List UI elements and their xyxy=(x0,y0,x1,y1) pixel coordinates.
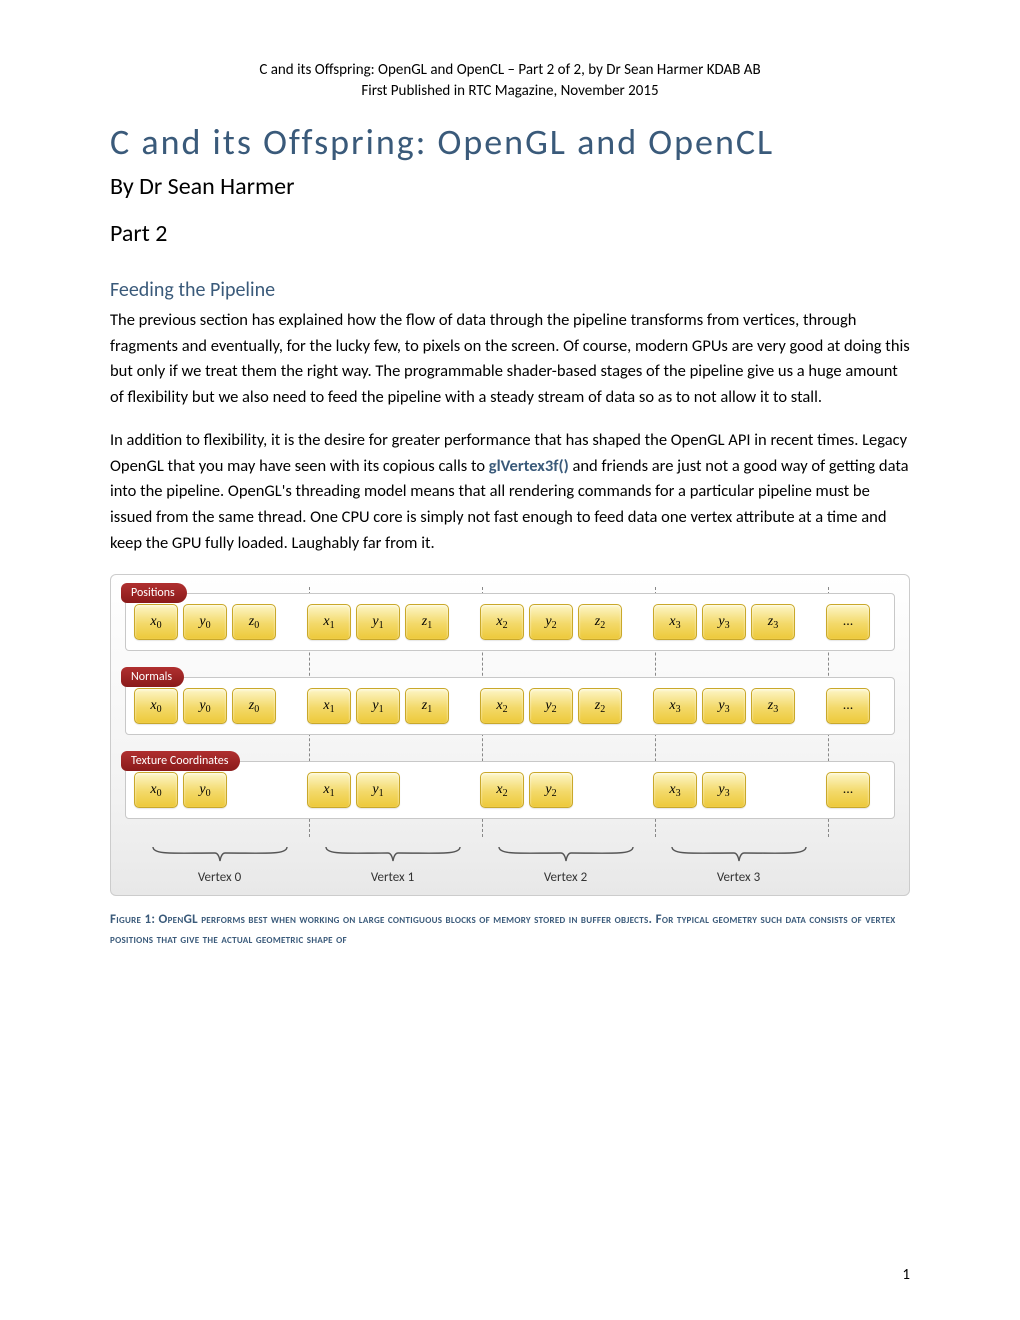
data-cell: x0 xyxy=(134,772,178,808)
data-cell: y3 xyxy=(702,772,746,808)
data-cell: x2 xyxy=(480,604,524,640)
data-cell: x3 xyxy=(653,604,697,640)
data-cell: x1 xyxy=(307,604,351,640)
buffer-label: Texture Coordinates xyxy=(121,751,240,771)
buffer-block: Positionsx0y0z0x1y1z1x2y2z2x3y3z3... xyxy=(125,593,895,651)
cell-group: x3y3 xyxy=(653,772,821,808)
data-cell: x1 xyxy=(307,688,351,724)
header-line-1: C and its Offspring: OpenGL and OpenCL –… xyxy=(110,60,910,81)
ellipsis-cell: ... xyxy=(826,604,870,640)
data-cell: y3 xyxy=(702,688,746,724)
data-cell: y0 xyxy=(183,604,227,640)
cell-group: x0y0z0 xyxy=(134,604,302,640)
data-cell: x3 xyxy=(653,772,697,808)
data-cell: y3 xyxy=(702,604,746,640)
buffer-label: Positions xyxy=(121,583,187,603)
brace-group: Vertex 2 xyxy=(479,845,652,885)
vertex-label: Vertex 1 xyxy=(306,870,479,885)
data-cell: z1 xyxy=(405,604,449,640)
cell-group: x0y0 xyxy=(134,772,302,808)
data-cell: z2 xyxy=(578,604,622,640)
paragraph-1: The previous section has explained how t… xyxy=(110,308,910,410)
buffer-diagram: Positionsx0y0z0x1y1z1x2y2z2x3y3z3...Norm… xyxy=(110,574,910,896)
buffer-block: Normalsx0y0z0x1y1z1x2y2z2x3y3z3... xyxy=(125,677,895,735)
data-cell: x2 xyxy=(480,772,524,808)
figure-caption: Figure 1: OpenGL performs best when work… xyxy=(110,910,910,949)
header-line-2: First Published in RTC Magazine, Novembe… xyxy=(110,81,910,102)
paragraph-2: In addition to flexibility, it is the de… xyxy=(110,428,910,556)
cell-group: x3y3z3 xyxy=(653,688,821,724)
data-cell: z0 xyxy=(232,604,276,640)
page-number: 1 xyxy=(902,1266,910,1284)
buffer-row: x0y0z0x1y1z1x2y2z2x3y3z3... xyxy=(125,677,895,735)
brace-row: Vertex 0Vertex 1Vertex 2Vertex 3 xyxy=(125,845,895,885)
data-cell: x1 xyxy=(307,772,351,808)
header-meta: C and its Offspring: OpenGL and OpenCL –… xyxy=(110,60,910,102)
brace-icon xyxy=(491,845,641,863)
ellipsis-cell: ... xyxy=(826,772,870,808)
cell-group: x1y1 xyxy=(307,772,475,808)
buffer-row: x0y0x1y1x2y2x3y3... xyxy=(125,761,895,819)
data-cell: y2 xyxy=(529,688,573,724)
code-glvertex3f: glVertex3f() xyxy=(489,456,569,476)
data-cell: x0 xyxy=(134,688,178,724)
spacer-cell xyxy=(405,772,449,808)
data-cell: z0 xyxy=(232,688,276,724)
cell-group: x1y1z1 xyxy=(307,604,475,640)
brace-icon xyxy=(664,845,814,863)
part-label: Part 2 xyxy=(110,219,910,248)
data-cell: z2 xyxy=(578,688,622,724)
spacer-cell xyxy=(232,772,276,808)
ellipsis-cell: ... xyxy=(826,688,870,724)
spacer-cell xyxy=(751,772,795,808)
cell-group: x2y2 xyxy=(480,772,648,808)
data-cell: y1 xyxy=(356,688,400,724)
spacer-cell xyxy=(578,772,622,808)
data-cell: z3 xyxy=(751,604,795,640)
data-cell: y0 xyxy=(183,688,227,724)
figure-1: Positionsx0y0z0x1y1z1x2y2z2x3y3z3...Norm… xyxy=(110,574,910,949)
cell-group: x1y1z1 xyxy=(307,688,475,724)
cell-group: x2y2z2 xyxy=(480,688,648,724)
brace-group: Vertex 1 xyxy=(306,845,479,885)
data-cell: y2 xyxy=(529,604,573,640)
data-cell: x3 xyxy=(653,688,697,724)
cell-group: x3y3z3 xyxy=(653,604,821,640)
buffer-label: Normals xyxy=(121,667,184,687)
data-cell: y1 xyxy=(356,772,400,808)
vertex-label: Vertex 0 xyxy=(133,870,306,885)
cell-group: x2y2z2 xyxy=(480,604,648,640)
vertex-label: Vertex 3 xyxy=(652,870,825,885)
data-cell: z1 xyxy=(405,688,449,724)
data-cell: x0 xyxy=(134,604,178,640)
data-cell: y1 xyxy=(356,604,400,640)
data-cell: x2 xyxy=(480,688,524,724)
brace-group: Vertex 3 xyxy=(652,845,825,885)
brace-icon xyxy=(318,845,468,863)
brace-group: Vertex 0 xyxy=(133,845,306,885)
section-heading: Feeding the Pipeline xyxy=(110,278,910,302)
buffer-block: Texture Coordinatesx0y0x1y1x2y2x3y3... xyxy=(125,761,895,819)
cell-group: x0y0z0 xyxy=(134,688,302,724)
data-cell: y2 xyxy=(529,772,573,808)
page-title: C and its Offspring: OpenGL and OpenCL xyxy=(110,120,910,164)
data-cell: y0 xyxy=(183,772,227,808)
data-cell: z3 xyxy=(751,688,795,724)
vertex-label: Vertex 2 xyxy=(479,870,652,885)
brace-icon xyxy=(145,845,295,863)
buffer-row: x0y0z0x1y1z1x2y2z2x3y3z3... xyxy=(125,593,895,651)
author-line: By Dr Sean Harmer xyxy=(110,172,910,201)
